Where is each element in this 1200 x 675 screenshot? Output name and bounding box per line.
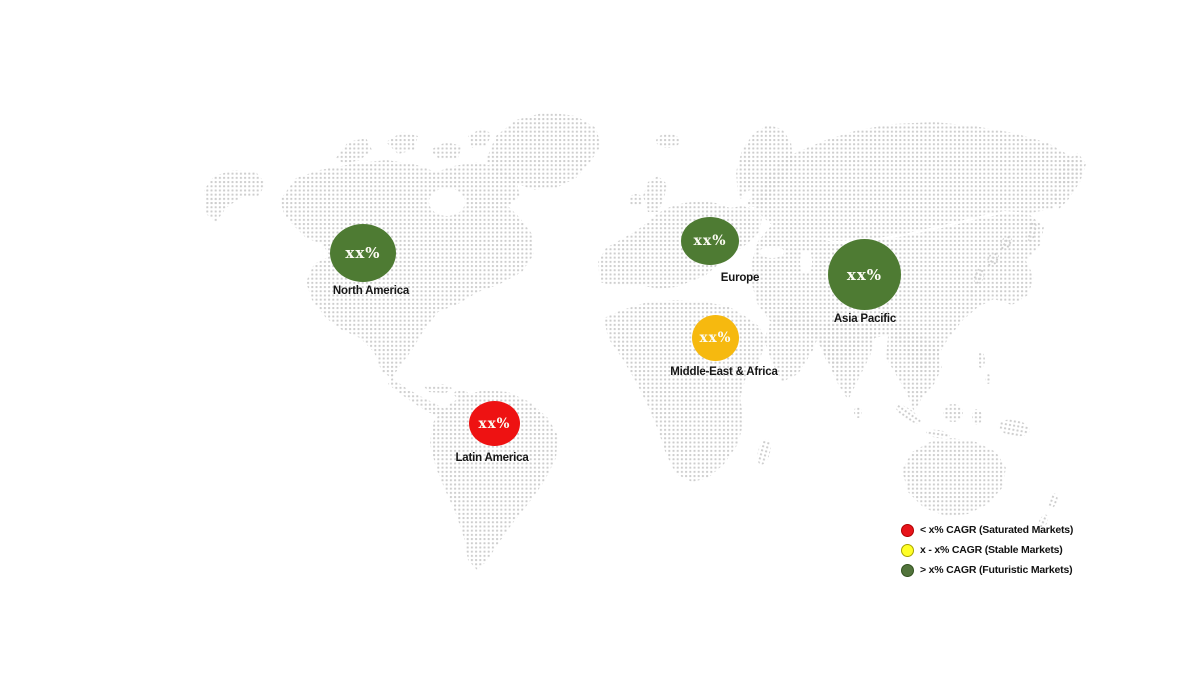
region-label-middle-east-africa: Middle-East & Africa <box>670 366 778 378</box>
landmass-scandinavia <box>736 125 793 207</box>
landmass-sulawesi <box>972 409 982 425</box>
legend-item-stable: x - x% CAGR (Stable Markets) <box>901 540 1073 560</box>
legend-item-saturated: < x% CAGR (Saturated Markets) <box>901 520 1073 540</box>
landmass-new-zealand <box>1048 493 1058 509</box>
landmass-sumatra <box>895 404 921 424</box>
landmass-ireland <box>629 194 643 206</box>
landmass-arabia <box>764 306 822 382</box>
landmass-arctic-islands <box>336 138 372 164</box>
region-value-latin-america: xx% <box>478 415 511 432</box>
landmass-north-america <box>280 160 534 378</box>
landmass-iceland <box>656 134 680 148</box>
legend-swatch-yellow-circle <box>901 543 914 557</box>
landmass-tasmania <box>961 524 971 532</box>
region-value-middle-east-africa: xx% <box>699 330 732 346</box>
region-value-north-america: xx% <box>345 244 381 262</box>
landmass-south-america <box>430 390 558 570</box>
landmass-australia <box>902 438 1006 516</box>
landmass-india <box>818 314 876 400</box>
region-bubble-north-america: xx% <box>330 224 396 282</box>
legend-swatch-red-circle <box>901 523 914 537</box>
landmass-java <box>926 429 950 439</box>
landmass-arctic-islands <box>430 142 462 160</box>
landmass-cuba <box>424 384 452 393</box>
legend-label-saturated: < x% CAGR (Saturated Markets) <box>920 524 1074 536</box>
sea-black-sea <box>760 246 784 258</box>
region-label-europe: Europe <box>720 272 760 284</box>
landmass-arctic-islands <box>468 128 492 148</box>
legend-label-futuristic: > x% CAGR (Futuristic Markets) <box>920 564 1073 576</box>
legend-item-futuristic: > x% CAGR (Futuristic Markets) <box>901 560 1073 580</box>
legend-label-stable: x - x% CAGR (Stable Markets) <box>920 544 1063 556</box>
region-label-latin-america: Latin America <box>455 452 529 464</box>
landmass-alaska <box>204 170 266 222</box>
sea-hudson-bay <box>429 188 465 216</box>
landmass-kamchatka <box>1052 153 1086 210</box>
region-bubble-middle-east-africa: xx% <box>692 315 739 361</box>
landmass-arctic-islands <box>386 132 418 154</box>
region-value-asia-pacific: xx% <box>846 265 883 284</box>
region-bubble-asia-pacific: xx% <box>828 239 901 310</box>
sea-baltic <box>739 190 753 206</box>
landmass-new-zealand <box>1038 514 1048 530</box>
legend: < x% CAGR (Saturated Markets) x - x% CAG… <box>901 520 1073 580</box>
seas <box>429 188 812 274</box>
landmass-philippines <box>977 352 985 368</box>
landmass-central-america <box>388 378 446 418</box>
landmass-greenland <box>486 112 601 190</box>
landmass-siberia <box>754 122 1082 241</box>
landmass-uk <box>643 176 667 212</box>
landmass-japan <box>1000 235 1012 251</box>
region-label-north-america: North America <box>332 285 410 297</box>
continents <box>204 112 1086 570</box>
legend-swatch-green-circle <box>901 563 914 577</box>
region-bubble-europe: xx% <box>681 217 739 265</box>
sea-caspian <box>800 250 812 274</box>
landmass-indochina <box>886 328 942 412</box>
landmass-madagascar <box>757 439 771 465</box>
landmass-new-guinea <box>998 419 1030 437</box>
landmass-japan <box>973 268 985 284</box>
landmass-africa <box>604 300 766 482</box>
landmass-philippines <box>985 374 991 384</box>
landmass-sri-lanka <box>854 406 862 418</box>
region-label-asia-pacific: Asia Pacific <box>833 313 897 325</box>
landmass-japan <box>968 287 976 299</box>
landmass-aleutians <box>208 199 220 204</box>
landmass-borneo <box>943 404 963 422</box>
region-value-europe: xx% <box>693 233 727 249</box>
landmass-japan <box>987 251 999 267</box>
region-bubble-latin-america: xx% <box>469 401 520 446</box>
